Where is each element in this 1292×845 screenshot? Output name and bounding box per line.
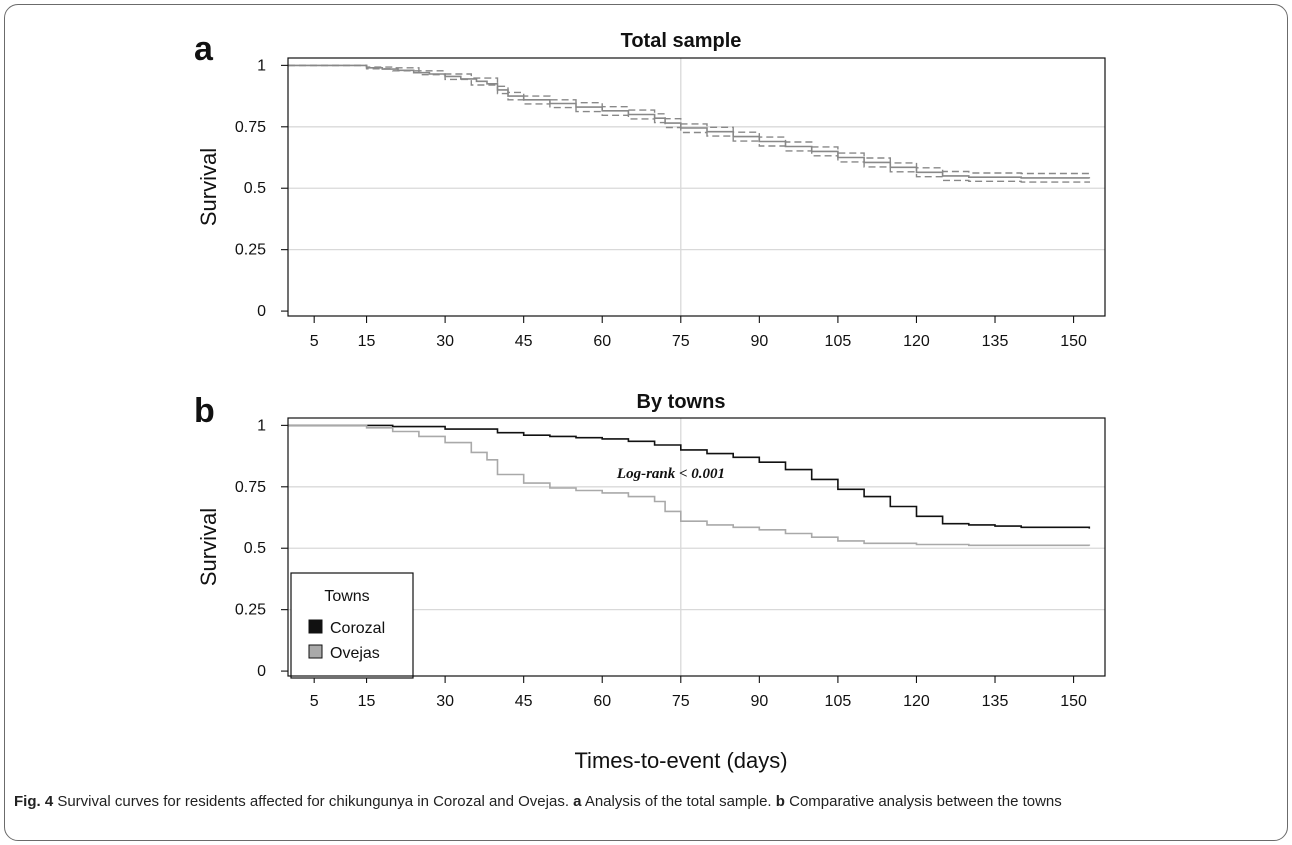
ytick-label: 0.25 bbox=[235, 602, 266, 619]
xtick-label: 90 bbox=[750, 693, 768, 710]
caption-fig-label: Fig. 4 bbox=[14, 793, 53, 810]
survival-line-ovejas bbox=[288, 425, 1089, 545]
caption-panel-ref: b bbox=[776, 793, 785, 810]
xtick-label: 75 bbox=[672, 693, 690, 710]
xtick-label: 105 bbox=[825, 333, 852, 350]
xtick-label: 60 bbox=[593, 333, 611, 350]
panel-a-plot-border bbox=[288, 58, 1105, 316]
panel-a-grid bbox=[288, 58, 1105, 316]
panel-a-ylabel: Survival bbox=[196, 148, 221, 226]
xtick-label: 15 bbox=[358, 333, 376, 350]
panel-a-title: Total sample bbox=[621, 30, 742, 52]
xtick-label: 45 bbox=[515, 333, 533, 350]
panel-b-xticks: 5 15 30 45 60 75 90 105 120 135 150 bbox=[310, 676, 1087, 710]
legend-swatch-corozal bbox=[309, 620, 322, 633]
shared-xlabel: Times-to-event (days) bbox=[574, 748, 787, 773]
legend-swatch-ovejas bbox=[309, 645, 322, 658]
figure-caption: Fig. 4 Survival curves for residents aff… bbox=[14, 792, 1274, 812]
legend-label-corozal: Corozal bbox=[330, 620, 385, 637]
xtick-label: 60 bbox=[593, 693, 611, 710]
panel-b: b By towns Survival 0 0.25 0.5 0.75 1 5 15 30 4… bbox=[194, 391, 1105, 710]
legend: Towns Corozal Ovejas bbox=[291, 573, 413, 678]
survival-estimate-line bbox=[288, 65, 1089, 178]
panel-b-title: By towns bbox=[637, 391, 726, 413]
logrank-annotation: Log-rank < 0.001 bbox=[616, 466, 725, 482]
xtick-label: 45 bbox=[515, 693, 533, 710]
caption-text: Analysis of the total sample. bbox=[582, 793, 776, 810]
panel-a-xticks: 5 15 30 45 60 75 90 105 120 135 150 bbox=[310, 316, 1087, 350]
xtick-label: 150 bbox=[1060, 333, 1087, 350]
ytick-label: 0.25 bbox=[235, 242, 266, 259]
xtick-label: 135 bbox=[982, 693, 1009, 710]
xtick-label: 75 bbox=[672, 333, 690, 350]
panel-a-series bbox=[288, 65, 1089, 182]
xtick-label: 5 bbox=[310, 693, 319, 710]
xtick-label: 105 bbox=[825, 693, 852, 710]
xtick-label: 120 bbox=[903, 693, 930, 710]
caption-text: Comparative analysis between the towns bbox=[785, 793, 1062, 810]
caption-panel-ref: a bbox=[573, 793, 581, 810]
panel-a: a Total sample Survival 0 0.25 0.5 0.75 1 5 1… bbox=[194, 30, 1105, 350]
ytick-label: 0 bbox=[257, 663, 266, 680]
caption-text: Survival curves for residents affected f… bbox=[53, 793, 573, 810]
panel-b-yticks: 0 0.25 0.5 0.75 1 bbox=[235, 417, 288, 680]
ytick-label: 0.75 bbox=[235, 119, 266, 136]
xtick-label: 135 bbox=[982, 333, 1009, 350]
legend-title: Towns bbox=[324, 588, 369, 605]
xtick-label: 120 bbox=[903, 333, 930, 350]
xtick-label: 90 bbox=[750, 333, 768, 350]
xtick-label: 150 bbox=[1060, 693, 1087, 710]
legend-label-ovejas: Ovejas bbox=[330, 645, 380, 662]
xtick-label: 30 bbox=[436, 693, 454, 710]
panel-b-ylabel: Survival bbox=[196, 508, 221, 586]
panel-a-yticks: 0 0.25 0.5 0.75 1 bbox=[235, 57, 288, 320]
ytick-label: 0.75 bbox=[235, 479, 266, 496]
ytick-label: 1 bbox=[257, 57, 266, 74]
survival-upper-ci-line bbox=[288, 65, 1089, 174]
ytick-label: 0.5 bbox=[244, 540, 266, 557]
xtick-label: 15 bbox=[358, 693, 376, 710]
xtick-label: 30 bbox=[436, 333, 454, 350]
panel-b-series bbox=[288, 425, 1089, 545]
ytick-label: 1 bbox=[257, 417, 266, 434]
panel-a-letter: a bbox=[194, 30, 214, 68]
survival-lower-ci-line bbox=[288, 65, 1089, 182]
xtick-label: 5 bbox=[310, 333, 319, 350]
panel-b-letter: b bbox=[194, 392, 215, 430]
ytick-label: 0 bbox=[257, 303, 266, 320]
ytick-label: 0.5 bbox=[244, 180, 266, 197]
